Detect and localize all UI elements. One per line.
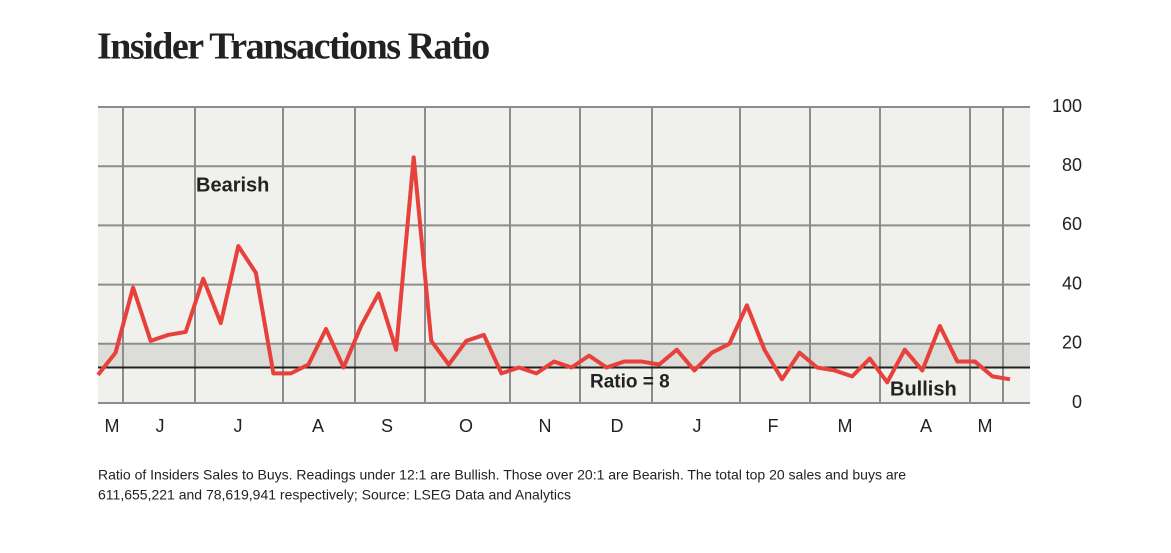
data-line [96,155,1011,385]
x-tick-label: S [381,416,393,436]
x-tick-label: N [539,416,552,436]
reference-label: Ratio = 8 [590,371,670,392]
x-tick-label: M [838,416,853,436]
annotation: Bullish [890,378,957,400]
x-tick-label: J [693,416,702,436]
y-tick-label: 80 [1062,155,1082,175]
x-tick-label: M [978,416,993,436]
x-tick-label: O [459,416,473,436]
y-tick-label: 0 [1072,392,1082,412]
y-tick-label: 100 [1052,96,1082,116]
plot-area: 0 20 40 60 80 100 Ratio = 8 M J J A S O N D J F M A M [96,96,1082,436]
x-tick-label: M [105,416,120,436]
x-tick-label: A [920,416,932,436]
band [98,343,1030,368]
x-tick-label: J [156,416,165,436]
y-tick-label: 20 [1062,333,1082,353]
x-tick-label: D [611,416,624,436]
chart-title: Insider Transactions Ratio [97,26,489,68]
y-tick-label: 40 [1062,273,1082,293]
y-tick-label: 60 [1062,214,1082,234]
x-tick-label: J [234,416,243,436]
footnote: Ratio of Insiders Sales to Buys. Reading… [98,467,906,483]
footnote: 611,655,221 and 78,619,941 respectively;… [98,487,571,503]
x-tick-label: F [768,416,779,436]
x-tick-label: A [312,416,324,436]
annotation: Bearish [196,174,269,196]
